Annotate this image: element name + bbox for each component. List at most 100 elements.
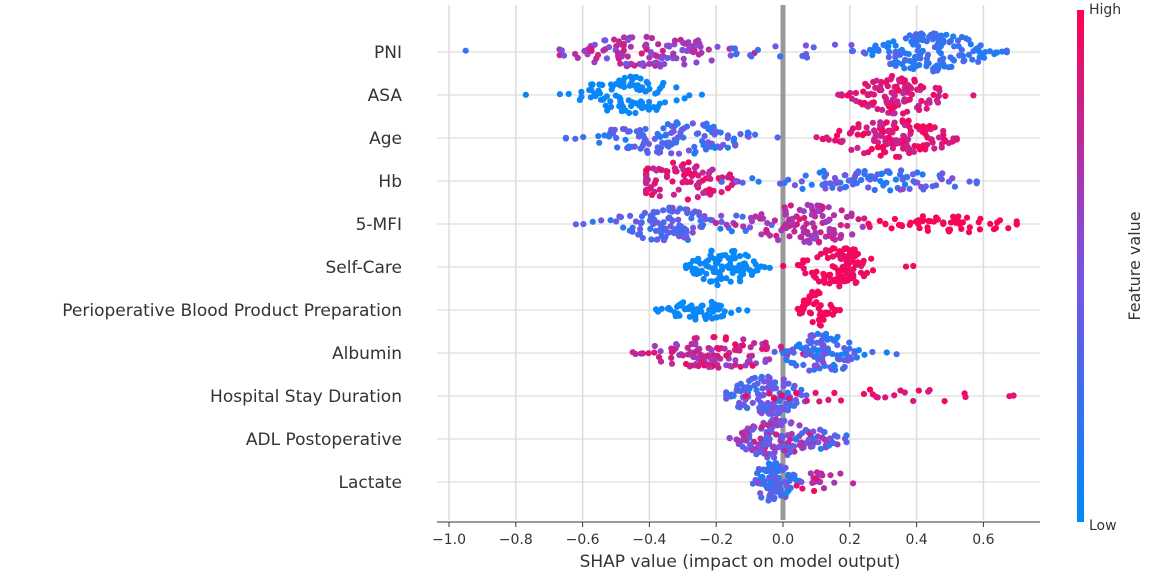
shap-point [807, 470, 814, 477]
shap-point [637, 145, 644, 152]
shap-point [869, 52, 876, 59]
shap-point [889, 145, 897, 152]
shap-point [647, 212, 654, 219]
shap-point [902, 57, 910, 64]
shap-point [717, 225, 724, 232]
shap-point [936, 85, 943, 92]
shap-point [756, 215, 764, 222]
shap-point [648, 191, 656, 198]
shap-point [627, 43, 634, 50]
shap-point [820, 359, 827, 366]
shap-point [656, 193, 663, 200]
shap-point [779, 404, 786, 411]
shap-point [919, 171, 926, 178]
shap-point [766, 474, 773, 481]
shap-point [688, 215, 695, 222]
shap-point [817, 229, 824, 236]
shap-point [675, 216, 682, 223]
shap-point [870, 78, 877, 86]
shap-point [941, 398, 948, 405]
shap-point [790, 385, 797, 392]
shap-point [706, 186, 713, 193]
shap-point [602, 102, 609, 109]
shap-point [940, 220, 947, 227]
shap-point [869, 267, 877, 274]
shap-point [655, 41, 662, 48]
shap-point [848, 356, 855, 363]
shap-point [931, 124, 938, 131]
shap-point [686, 363, 693, 370]
x-tick-label: −0.2 [699, 532, 733, 548]
shap-point [620, 47, 627, 54]
shap-point [808, 181, 815, 188]
shap-point [787, 420, 794, 427]
shap-point [836, 127, 843, 134]
shap-point [603, 55, 611, 62]
shap-point [598, 217, 605, 224]
shap-point [872, 42, 879, 49]
shap-point [622, 136, 629, 143]
shap-point [918, 183, 925, 190]
shap-point [757, 435, 764, 442]
shap-point [861, 215, 868, 222]
shap-point [648, 35, 656, 42]
shap-point [684, 196, 692, 203]
shap-point [835, 270, 842, 277]
shap-point [711, 144, 719, 151]
shap-point [771, 379, 778, 386]
shap-point [668, 360, 676, 367]
shap-point [820, 485, 828, 492]
shap-point [793, 213, 800, 220]
shap-point [965, 229, 973, 236]
shap-point [763, 450, 770, 457]
shap-point [885, 54, 892, 61]
shap-point [843, 213, 851, 221]
shap-point [834, 342, 841, 349]
shap-point [821, 279, 828, 286]
shap-point [843, 350, 850, 357]
shap-point [785, 176, 792, 183]
shap-point [796, 422, 803, 429]
shap-point [951, 43, 958, 50]
shap-point [759, 345, 766, 352]
shap-point [884, 83, 891, 90]
shap-point [916, 106, 923, 114]
shap-point [653, 167, 660, 174]
shap-point [821, 429, 828, 436]
shap-point [900, 110, 907, 117]
shap-point [712, 314, 720, 321]
shap-point [871, 127, 878, 134]
shap-point [764, 399, 772, 407]
shap-point [994, 49, 1001, 56]
shap-point [676, 205, 684, 212]
colorbar: High Low Feature value [1077, 2, 1144, 534]
shap-point [800, 297, 808, 304]
shap-point [657, 358, 665, 365]
shap-point [726, 362, 734, 369]
shap-point [664, 54, 671, 62]
shap-point [668, 150, 675, 157]
shap-point [646, 54, 653, 61]
shap-point [771, 348, 778, 355]
shap-point [752, 131, 759, 138]
shap-point [883, 168, 890, 175]
shap-point [739, 443, 746, 450]
shap-point [754, 480, 762, 487]
shap-point [556, 91, 564, 98]
shap-point [695, 172, 702, 179]
shap-point [748, 271, 756, 278]
shap-point [728, 45, 735, 52]
shap-point [791, 228, 798, 235]
shap-point [711, 268, 719, 275]
shap-point [876, 217, 883, 224]
shap-point [869, 391, 877, 398]
shap-point [743, 428, 750, 436]
shap-point [899, 117, 906, 124]
shap-point [625, 143, 633, 150]
shap-point [681, 61, 688, 68]
shap-point [680, 299, 687, 306]
shap-point [653, 106, 660, 113]
shap-point [919, 129, 927, 136]
x-tick-label: 0.2 [839, 532, 861, 548]
shap-point [728, 309, 735, 316]
